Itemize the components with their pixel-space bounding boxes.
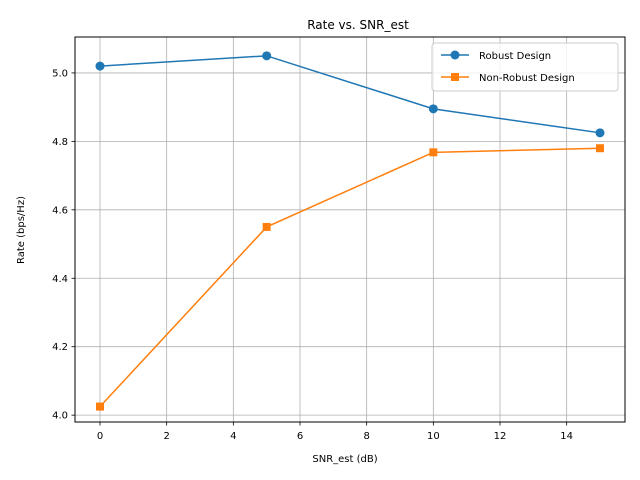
data-point-robust-design: [262, 51, 272, 61]
x-tick-label: 8: [363, 431, 369, 442]
y-tick-label: 4.0: [52, 411, 68, 422]
y-tick-label: 4.6: [52, 205, 68, 216]
data-point-non-robust-design: [429, 148, 438, 157]
legend-label-robust: Robust Design: [479, 51, 551, 62]
grid: [75, 37, 625, 422]
y-tick-label: 4.4: [52, 274, 68, 285]
legend: Robust Design Non-Robust Design: [431, 42, 619, 92]
x-tick-label: 10: [427, 431, 440, 442]
x-axis: 0 2 4 6 8 10 12 14: [97, 422, 573, 442]
x-tick-label: 2: [163, 431, 169, 442]
legend-box: [431, 42, 619, 92]
x-tick-label: 4: [230, 431, 236, 442]
data-point-robust-design: [95, 61, 105, 71]
data-point-robust-design: [595, 128, 605, 138]
series-line-robust-design: [99, 55, 601, 134]
data-point-non-robust-design: [596, 144, 604, 153]
x-tick-label: 12: [494, 431, 507, 442]
series-line-non-robust-design: [99, 147, 601, 408]
x-tick-label: 14: [560, 431, 573, 442]
legend-label-nonrobust: Non-Robust Design: [479, 73, 575, 84]
x-tick-label: 6: [297, 431, 303, 442]
data-point-non-robust-design: [96, 402, 104, 411]
data-point-non-robust-design: [262, 222, 271, 231]
y-tick-label: 4.8: [52, 137, 68, 148]
y-tick-label: 4.2: [52, 342, 68, 353]
legend-marker-nonrobust: [451, 73, 459, 81]
x-tick-label: 0: [97, 431, 103, 442]
data-point-robust-design: [428, 104, 438, 114]
legend-marker-robust: [450, 50, 460, 60]
x-axis-label: SNR_est (dB): [312, 454, 377, 465]
chart-title: Rate vs. SNR_est: [307, 18, 409, 32]
series-group: [95, 51, 605, 411]
y-tick-label: 5.0: [52, 68, 68, 79]
plot-area: [74, 36, 626, 423]
y-axis-label: Rate (bps/Hz): [16, 196, 27, 264]
y-axis: 4.0 4.2 4.4 4.6 4.8 5.0: [52, 68, 75, 422]
